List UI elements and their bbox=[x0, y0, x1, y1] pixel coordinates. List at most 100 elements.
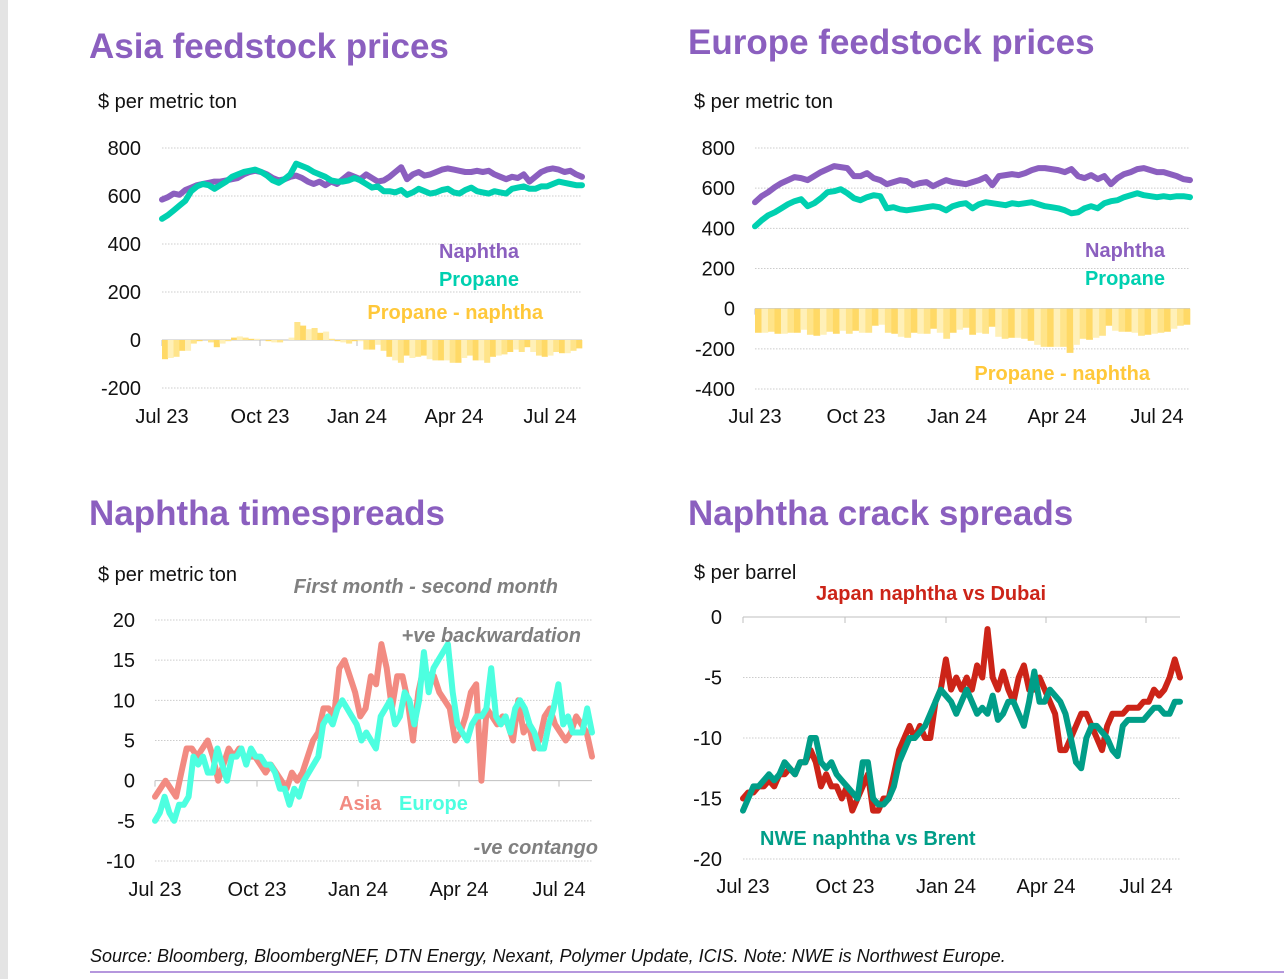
asia-spread-bar bbox=[420, 340, 427, 356]
asia-spread-bar bbox=[478, 340, 485, 361]
europe-spread-bar bbox=[780, 308, 788, 334]
crack-series-nwe-naphtha-vs-brent bbox=[740, 668, 1183, 814]
europe-y-tick-label: 200 bbox=[702, 259, 735, 281]
europe-spread-bar bbox=[1112, 308, 1119, 331]
asia-legend-propane: Propane bbox=[439, 269, 519, 291]
asia-spread-bar bbox=[254, 338, 261, 340]
europe-spread-bar bbox=[793, 308, 801, 333]
asia-spread-bar bbox=[328, 338, 335, 340]
europe-x-tick-label: Jul 24 bbox=[1130, 406, 1183, 428]
timespreads-x-tick-label: Jul 23 bbox=[128, 879, 181, 901]
crack-y-tick-label: -5 bbox=[704, 668, 722, 690]
asia-spread-bar bbox=[374, 340, 381, 345]
crack-x-tick-label: Oct 23 bbox=[816, 876, 875, 898]
timespreads-y-tick-label: 15 bbox=[113, 650, 135, 672]
asia-spread-bar bbox=[190, 340, 197, 344]
asia-spread-bar bbox=[512, 340, 520, 350]
asia-x-tick-label: Oct 23 bbox=[231, 406, 290, 428]
europe-spread-bar bbox=[936, 308, 944, 333]
asia-spread-bar bbox=[489, 340, 496, 357]
asia-spread-bar bbox=[277, 340, 284, 343]
crack-chart: 0 -5 -10 -15 -20 Jul 23 Oct 23 Jan 24 Apr 24 Jul … bbox=[693, 607, 1183, 898]
europe-spread-bar bbox=[787, 308, 795, 333]
europe-spread-bar bbox=[845, 308, 853, 334]
asia-spread-bar bbox=[507, 340, 514, 352]
timespreads-annotation-definition: First month - second month bbox=[294, 576, 558, 598]
asia-series-propane bbox=[159, 160, 585, 222]
timespreads-legend-europe: Europe bbox=[399, 793, 468, 815]
asia-spread-bar bbox=[524, 340, 531, 348]
asia-spread-bar bbox=[380, 340, 387, 351]
asia-spread-bar bbox=[426, 340, 433, 360]
asia-spread-bar bbox=[501, 340, 508, 355]
europe-y-tick-label: -400 bbox=[695, 379, 735, 401]
asia-legend-naphtha: Naphtha bbox=[439, 241, 520, 263]
europe-spread-bar bbox=[930, 308, 938, 329]
europe-spread-bar bbox=[1183, 308, 1191, 325]
asia-spread-bar bbox=[231, 337, 238, 340]
europe-spread-bar bbox=[878, 308, 886, 325]
europe-y-tick-label: 0 bbox=[724, 299, 735, 321]
source-note: Source: Bloomberg, BloombergNEF, DTN Ene… bbox=[90, 946, 1006, 966]
asia-y-tick-label: 200 bbox=[108, 282, 141, 304]
asia-spread-bar bbox=[397, 340, 404, 363]
europe-spread-bar bbox=[1118, 308, 1126, 332]
crack-series-japan-naphtha-vs-dubai bbox=[740, 626, 1183, 814]
europe-spread-bar bbox=[1086, 308, 1093, 340]
europe-spread-bar bbox=[988, 308, 996, 327]
europe-spread-bar bbox=[1027, 308, 1035, 341]
europe-spread-bar bbox=[826, 308, 834, 332]
europe-legend-naphtha: Naphtha bbox=[1085, 240, 1166, 262]
europe-spread-bar bbox=[1001, 308, 1009, 339]
europe-legend-propane: Propane bbox=[1085, 268, 1165, 290]
europe-spread-bar bbox=[949, 308, 957, 333]
timespreads-y-tick-label: -5 bbox=[117, 811, 135, 833]
europe-x-tick-label: Apr 24 bbox=[1028, 406, 1087, 428]
europe-spread-bar bbox=[910, 308, 918, 333]
asia-spread-bar bbox=[236, 336, 243, 340]
europe-x-tick-label: Jan 24 bbox=[927, 406, 987, 428]
europe-spread-bar bbox=[819, 308, 827, 335]
window-edge bbox=[0, 0, 8, 979]
europe-spread-bar bbox=[806, 308, 814, 335]
asia-spread-bar bbox=[351, 340, 358, 342]
crack-legend-japan: Japan naphtha vs Dubai bbox=[816, 583, 1046, 605]
europe-y-tick-label: -200 bbox=[695, 339, 735, 361]
asia-spread-bar bbox=[334, 340, 341, 342]
asia-y-tick-label: -200 bbox=[101, 378, 141, 400]
asia-x-tick-label: Apr 24 bbox=[425, 406, 484, 428]
asia-spread-bar bbox=[455, 340, 462, 363]
europe-spread-bar bbox=[839, 308, 847, 331]
europe-spread-bar bbox=[1170, 308, 1178, 329]
europe-spread-bar bbox=[1144, 308, 1152, 335]
asia-spread-bar bbox=[443, 340, 450, 361]
asia-spread-bar bbox=[208, 340, 215, 343]
asia-spread-bar bbox=[564, 340, 571, 354]
europe-spread-bar bbox=[1131, 308, 1139, 333]
timespreads-legend-asia: Asia bbox=[339, 793, 382, 815]
europe-spread-bar bbox=[767, 308, 775, 332]
asia-spread-bar bbox=[432, 340, 439, 361]
asia-spread-bar bbox=[363, 340, 370, 350]
asia-spread-bar bbox=[547, 340, 554, 356]
europe-spread-bar bbox=[904, 308, 912, 338]
crack-y-tick-label: -15 bbox=[693, 789, 722, 811]
asia-spread-bar bbox=[541, 340, 548, 357]
asia-spread-bar bbox=[288, 337, 295, 340]
timespreads-annotation-contango: -ve contango bbox=[474, 837, 598, 859]
timespreads-x-tick-label: Oct 23 bbox=[228, 879, 287, 901]
europe-spread-bar bbox=[858, 308, 866, 333]
europe-spread-bar bbox=[917, 308, 925, 334]
asia-spread-bar bbox=[369, 340, 376, 350]
asia-spread-bar bbox=[305, 329, 312, 340]
europe-spread-bar bbox=[1034, 308, 1041, 345]
europe-spread-bar bbox=[865, 308, 873, 333]
crack-x-tick-label: Jul 24 bbox=[1119, 876, 1172, 898]
crack-y-tick-label: -20 bbox=[693, 849, 722, 871]
asia-legend-spread: Propane - naphtha bbox=[367, 302, 543, 324]
europe-spread-bar bbox=[897, 308, 905, 337]
europe-spread-bar bbox=[1177, 308, 1184, 326]
asia-x-tick-label: Jul 23 bbox=[135, 406, 188, 428]
europe-y-tick-label: 800 bbox=[702, 138, 735, 160]
timespreads-y-tick-label: 10 bbox=[113, 690, 135, 712]
